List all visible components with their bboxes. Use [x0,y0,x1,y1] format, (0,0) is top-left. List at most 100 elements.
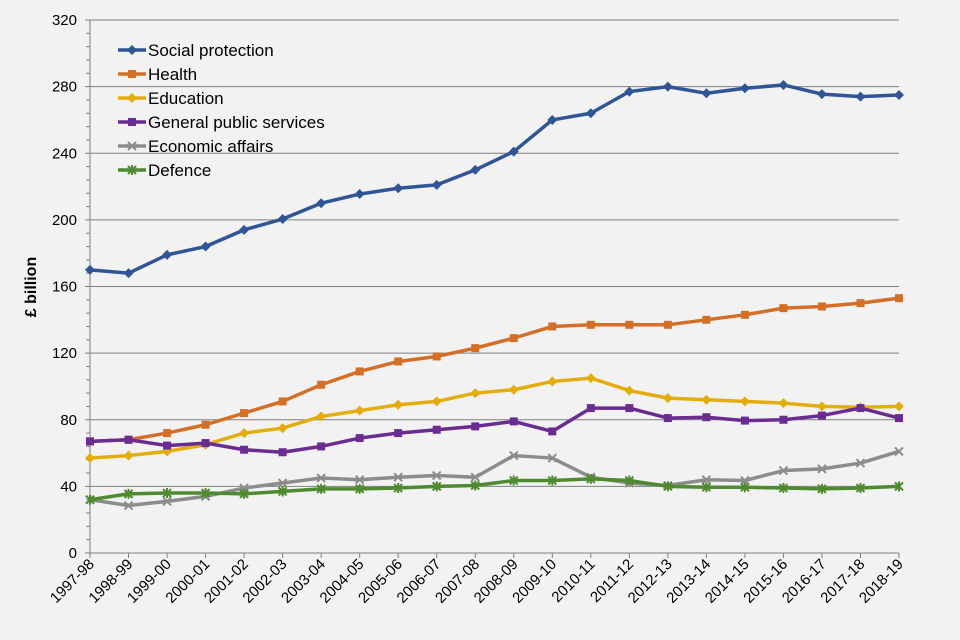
data-point-economic-affairs [162,496,172,507]
data-point-general-public-services [702,413,711,422]
data-point-general-public-services [663,414,672,423]
series-line-defence [89,477,900,502]
data-point-defence [778,483,789,494]
data-point-economic-affairs [470,472,480,482]
data-point-defence [740,482,750,493]
series-general-public-services [86,404,903,457]
data-point-general-public-services [740,416,749,425]
y-axis-label: £ billion [23,257,40,317]
data-point-defence [85,494,95,505]
data-point-social-protection [624,86,635,97]
data-point-health [779,304,788,313]
data-point-general-public-services [355,434,364,443]
data-point-general-public-services [432,425,441,434]
data-point-defence [894,481,904,492]
data-point-economic-affairs [509,450,519,461]
data-point-social-protection [316,198,327,209]
data-point-general-public-services [86,437,94,446]
y-tick-label: 40 [60,478,77,495]
data-point-health [432,352,441,361]
data-point-social-protection [393,183,404,194]
legend-label: Health [148,65,197,84]
series-line-health [89,296,900,444]
data-point-education [778,398,789,409]
data-point-social-protection [816,89,827,100]
data-point-defence [663,481,673,492]
legend-item-economic-affairs: Economic affairs [118,137,273,156]
legend-marker [127,45,137,55]
legend-label: Defence [148,161,211,180]
data-point-education [547,376,558,387]
y-tick-label: 240 [52,145,77,162]
data-point-general-public-services [586,404,595,413]
data-point-education [393,399,404,410]
data-point-education [816,401,827,412]
data-point-general-public-services [509,417,518,426]
data-point-education [508,384,519,395]
data-point-defence [200,488,211,499]
data-point-defence [586,473,596,484]
data-point-general-public-services [278,448,287,457]
legend-label: Social protection [148,41,274,60]
data-point-education [123,450,134,461]
data-point-health [856,299,865,308]
legend-label: Economic affairs [148,137,273,156]
legend-marker [128,118,136,126]
data-point-defence [162,488,172,499]
data-point-economic-affairs [123,500,134,511]
data-point-health [201,420,210,429]
data-point-social-protection [239,224,250,235]
data-point-economic-affairs [778,465,789,476]
data-point-general-public-services [163,441,172,450]
y-tick-label: 160 [52,279,77,296]
data-point-economic-affairs [277,478,288,488]
data-point-general-public-services [548,427,557,436]
legend-label: Education [148,89,224,108]
data-point-defence [432,481,442,492]
series-line-social-protection [89,83,900,275]
data-point-defence [470,480,480,491]
legend-label: General public services [148,113,325,132]
data-point-social-protection [200,241,211,252]
data-point-economic-affairs [817,464,827,474]
data-point-social-protection [508,146,519,157]
data-point-social-protection [470,164,481,175]
data-point-defence [316,483,326,494]
legend-item-defence: Defence [118,161,211,180]
series-line-education [89,376,900,460]
data-point-general-public-services [124,435,133,444]
data-point-health [817,302,826,311]
data-point-defence [855,483,866,494]
data-point-health [240,409,249,418]
data-point-social-protection [547,114,558,125]
data-point-health [317,380,326,389]
data-point-health [548,322,557,331]
data-point-education [585,373,596,384]
y-tick-label: 280 [52,79,77,96]
data-point-education [277,423,288,434]
data-point-economic-affairs [701,475,712,485]
series-defence [85,473,904,505]
data-point-education [239,428,250,439]
data-point-general-public-services [201,439,210,448]
data-point-social-protection [701,88,712,99]
data-point-economic-affairs [547,453,557,463]
data-point-general-public-services [779,415,788,424]
data-point-general-public-services [895,414,903,423]
data-point-defence [701,482,712,493]
data-point-general-public-services [240,445,249,454]
series-line-general-public-services [89,406,900,454]
data-point-health [471,344,480,353]
data-point-general-public-services [625,404,634,413]
data-point-defence [547,475,557,486]
data-point-social-protection [894,89,904,100]
data-point-education [662,393,673,404]
data-point-economic-affairs [894,446,904,457]
data-point-social-protection [162,249,173,260]
legend-item-general-public-services: General public services [118,113,325,132]
data-point-social-protection [85,264,95,275]
data-point-general-public-services [317,442,326,451]
data-point-social-protection [354,189,365,200]
legend-item-social-protection: Social protection [118,41,274,60]
